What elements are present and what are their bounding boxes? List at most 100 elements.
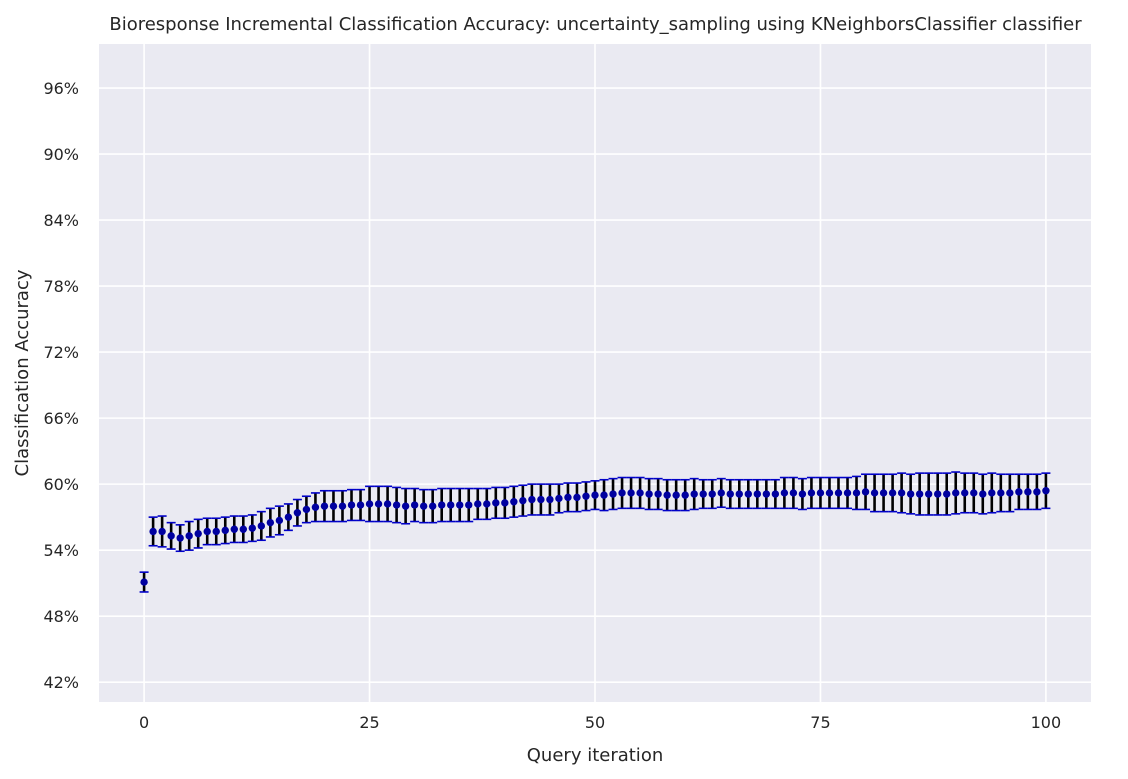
data-point: [519, 496, 527, 505]
data-point: [266, 518, 275, 527]
data-point: [419, 502, 428, 510]
data-point: [816, 489, 825, 497]
data-point: [879, 489, 888, 497]
chart-title: Bioresponse Incremental Classification A…: [109, 14, 1082, 35]
data-point: [302, 505, 311, 514]
data-point: [753, 490, 762, 498]
data-point: [392, 501, 401, 509]
data-point: [203, 527, 211, 536]
data-point: [329, 502, 338, 510]
data-point: [492, 499, 500, 507]
data-point: [1015, 488, 1023, 496]
x-tick-label: 0: [139, 713, 149, 732]
data-point: [257, 522, 266, 530]
data-point: [212, 527, 220, 536]
data-point: [744, 490, 753, 498]
data-point: [582, 492, 590, 500]
gridlines: [99, 44, 1091, 702]
y-tick-label: 66%: [43, 409, 79, 428]
data-point: [428, 502, 437, 510]
data-point: [194, 529, 202, 538]
data-point: [140, 578, 148, 586]
data-point: [762, 490, 771, 498]
data-point: [456, 501, 464, 509]
data-point: [807, 489, 816, 497]
data-point: [708, 490, 716, 498]
data-point: [401, 502, 410, 510]
data-point: [573, 493, 581, 502]
data-point: [690, 490, 698, 498]
data-point: [780, 489, 789, 497]
data-point: [537, 495, 545, 504]
data-point: [167, 532, 175, 540]
data-point: [510, 498, 518, 506]
data-point: [970, 489, 978, 497]
data-point: [374, 500, 383, 508]
data-point: [221, 526, 229, 535]
data-point: [338, 502, 347, 510]
data-point: [158, 527, 166, 536]
data-point: [483, 500, 491, 508]
data-point: [789, 489, 798, 497]
data-point: [672, 491, 680, 499]
data-point: [735, 490, 743, 498]
data-point: [555, 494, 563, 503]
data-point: [591, 491, 599, 499]
data-point: [149, 527, 157, 536]
data-point: [564, 493, 572, 502]
data-point: [284, 513, 293, 521]
y-tick-label: 42%: [43, 673, 79, 692]
data-point: [320, 502, 329, 510]
data-points: [140, 487, 1050, 586]
y-tick-label: 60%: [43, 475, 79, 494]
data-point: [239, 525, 247, 533]
data-point: [997, 489, 1005, 497]
data-point: [943, 490, 951, 498]
y-tick-label: 96%: [43, 79, 79, 98]
data-point: [311, 503, 320, 511]
data-point: [645, 490, 653, 498]
data-point: [906, 490, 915, 498]
data-point: [474, 500, 482, 508]
data-point: [852, 489, 861, 497]
x-tick-label: 100: [1031, 713, 1062, 732]
data-point: [528, 495, 536, 504]
data-point: [961, 489, 969, 497]
y-tick-label: 72%: [43, 343, 79, 362]
data-point: [861, 488, 870, 496]
data-point: [546, 495, 554, 504]
data-point: [248, 524, 257, 532]
data-point: [663, 491, 671, 499]
data-point: [699, 490, 707, 498]
data-point: [924, 490, 933, 498]
data-point: [365, 500, 374, 508]
data-point: [654, 490, 662, 498]
data-point: [915, 490, 924, 498]
data-point: [870, 489, 879, 497]
data-point: [952, 489, 960, 497]
data-point: [834, 489, 843, 497]
data-point: [1033, 488, 1041, 496]
data-point: [771, 490, 780, 498]
y-tick-label: 54%: [43, 541, 79, 560]
data-point: [798, 490, 807, 498]
data-point: [636, 489, 644, 497]
data-point: [897, 489, 906, 497]
data-point: [600, 491, 608, 499]
y-tick-label: 84%: [43, 211, 79, 230]
data-point: [383, 500, 392, 508]
data-point: [717, 489, 725, 497]
data-point: [275, 516, 284, 525]
data-point: [618, 489, 626, 497]
x-tick-label: 25: [359, 713, 379, 732]
data-point: [176, 534, 184, 542]
data-point: [681, 491, 689, 499]
data-point: [1006, 489, 1014, 497]
data-point: [726, 490, 734, 498]
y-tick-label: 78%: [43, 277, 79, 296]
data-point: [979, 490, 987, 498]
y-tick-label: 48%: [43, 607, 79, 626]
data-point: [609, 490, 617, 498]
data-point: [627, 489, 635, 497]
